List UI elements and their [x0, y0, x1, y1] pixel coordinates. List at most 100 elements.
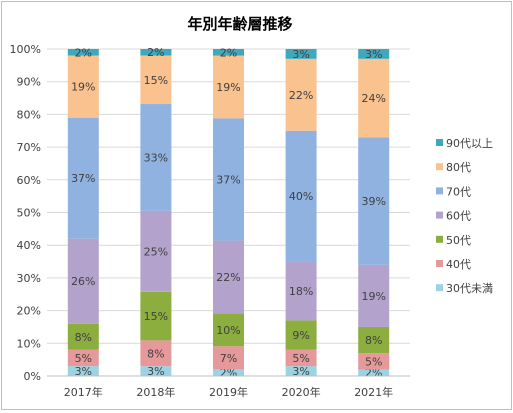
x-tick-label: 2018年: [136, 385, 175, 399]
bar-segment: [67, 366, 99, 376]
data-label: 7%: [220, 352, 237, 365]
data-label: 22%: [216, 271, 240, 284]
data-label: 3%: [75, 365, 92, 378]
x-tick-label: 2019年: [209, 385, 248, 399]
bar-segment: [140, 210, 172, 292]
bar-segment: [358, 137, 390, 265]
data-label: 37%: [71, 172, 95, 185]
data-label: 3%: [292, 48, 309, 61]
data-label: 19%: [361, 290, 385, 303]
bar-segment: [213, 118, 244, 241]
data-label: 3%: [147, 365, 164, 378]
legend-swatch: [436, 163, 443, 171]
legend-label: 80代: [446, 161, 471, 174]
bar-segment: [140, 291, 172, 341]
y-tick-label: 40%: [17, 239, 41, 252]
legend-swatch: [436, 260, 443, 267]
bar-segment: [213, 49, 244, 56]
bar-segment: [358, 58, 390, 138]
data-label: 18%: [289, 285, 313, 298]
x-axis: 2017年 2018年 2019年 2020年 2021年: [47, 375, 410, 399]
bar-stacks: 3%5%8%26%37%19%2%3%8%15%25%33%15%2%2%7%1…: [67, 46, 390, 380]
data-label: 15%: [144, 74, 168, 87]
legend-label: 60代: [446, 210, 471, 223]
bar-segment: [140, 104, 172, 211]
y-tick-label: 90%: [17, 76, 41, 89]
data-label: 37%: [216, 173, 240, 186]
y-tick-label: 60%: [17, 174, 41, 187]
bar-segment: [213, 346, 244, 370]
bar-segment: [67, 49, 99, 56]
data-label: 24%: [361, 92, 385, 105]
bar-segment: [285, 366, 317, 376]
data-label: 15%: [144, 310, 168, 323]
bar-segment: [67, 349, 99, 367]
bar-segment: [358, 326, 390, 354]
data-label: 8%: [147, 347, 164, 360]
y-tick-label: 50%: [17, 207, 41, 220]
data-label: 3%: [365, 48, 382, 61]
legend-label: 40代: [446, 258, 471, 271]
data-label: 19%: [216, 81, 240, 94]
y-tick-label: 70%: [17, 141, 41, 154]
chart-title: 年別年齢層推移: [187, 15, 292, 33]
bar-segment: [285, 58, 317, 131]
x-tick-label: 2017年: [64, 385, 103, 399]
y-tick-label: 30%: [17, 272, 41, 285]
bar-segment: [358, 353, 390, 370]
bar-segment: [140, 49, 172, 56]
data-label: 33%: [144, 151, 168, 164]
legend-swatch: [436, 139, 443, 146]
bar-segment: [140, 340, 172, 367]
data-label: 5%: [75, 352, 92, 365]
bar-segment: [285, 261, 317, 321]
bar-segment: [358, 49, 390, 59]
stacked-bar-chart: 年別年齢層推移 3%5%8%26%37%19%2%3%8%15%25%33%15…: [10, 15, 493, 399]
bar-segment: [285, 320, 317, 350]
bar-segment: [140, 366, 172, 376]
legend-label: 50代: [446, 234, 471, 247]
bar-segment: [140, 55, 172, 105]
bar-segment: [67, 323, 99, 350]
legend-swatch: [436, 187, 443, 195]
data-label: 2%: [220, 46, 237, 59]
bar-segment: [285, 49, 317, 59]
data-label: 10%: [216, 324, 240, 337]
bar-segment: [285, 349, 317, 367]
data-label: 2%: [147, 46, 164, 59]
x-tick-label: 2021年: [354, 385, 393, 399]
bar-segment: [67, 238, 99, 324]
bar-segment: [213, 240, 244, 314]
y-tick-label: 100%: [10, 43, 41, 56]
y-tick-label: 10%: [17, 337, 41, 350]
bar-segment: [67, 55, 99, 118]
bar-segment: [358, 264, 390, 327]
legend-label: 90代以上: [446, 137, 493, 150]
legend-swatch: [436, 235, 443, 243]
bar-segment: [358, 369, 390, 376]
bar-segment: [67, 117, 99, 239]
legend-swatch: [436, 211, 443, 219]
y-tick-label: 20%: [17, 305, 41, 318]
y-tick-label: 80%: [17, 108, 41, 121]
data-label: 2%: [75, 46, 92, 59]
bar-segment: [285, 130, 317, 262]
data-label: 5%: [365, 355, 382, 368]
bar-segment: [213, 313, 244, 347]
data-label: 8%: [365, 334, 382, 347]
x-tick-label: 2020年: [282, 385, 321, 399]
data-label: 19%: [71, 81, 95, 94]
data-label: 8%: [75, 331, 92, 344]
legend-swatch: [436, 284, 443, 292]
legend-label: 30代未満: [446, 282, 493, 295]
legend-label: 70代: [446, 185, 471, 198]
data-label: 5%: [292, 352, 309, 365]
data-label: 9%: [292, 329, 309, 342]
data-label: 40%: [289, 190, 313, 203]
legend: 90代以上 80代 70代 60代 50代 40代 30代未満: [436, 137, 493, 295]
data-label: 22%: [289, 89, 313, 102]
y-tick-label: 0%: [24, 370, 41, 383]
data-label: 26%: [71, 275, 95, 288]
data-label: 39%: [361, 195, 385, 208]
